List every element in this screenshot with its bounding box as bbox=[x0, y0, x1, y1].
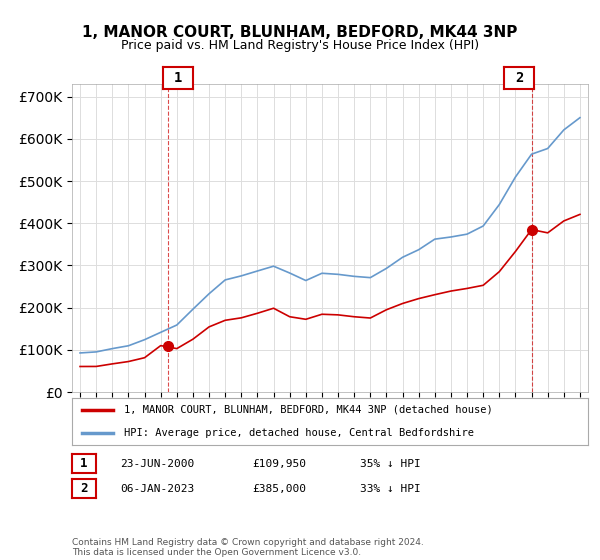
Text: 23-JUN-2000: 23-JUN-2000 bbox=[120, 459, 194, 469]
Text: Contains HM Land Registry data © Crown copyright and database right 2024.
This d: Contains HM Land Registry data © Crown c… bbox=[72, 538, 424, 557]
Text: 33% ↓ HPI: 33% ↓ HPI bbox=[360, 484, 421, 494]
Text: 1: 1 bbox=[80, 457, 88, 470]
Text: 1, MANOR COURT, BLUNHAM, BEDFORD, MK44 3NP: 1, MANOR COURT, BLUNHAM, BEDFORD, MK44 3… bbox=[82, 25, 518, 40]
Text: 2: 2 bbox=[80, 482, 88, 495]
Text: Price paid vs. HM Land Registry's House Price Index (HPI): Price paid vs. HM Land Registry's House … bbox=[121, 39, 479, 52]
Text: £385,000: £385,000 bbox=[252, 484, 306, 494]
Text: 1: 1 bbox=[174, 71, 182, 85]
Text: 1, MANOR COURT, BLUNHAM, BEDFORD, MK44 3NP (detached house): 1, MANOR COURT, BLUNHAM, BEDFORD, MK44 3… bbox=[124, 404, 493, 414]
Text: HPI: Average price, detached house, Central Bedfordshire: HPI: Average price, detached house, Cent… bbox=[124, 428, 473, 438]
Text: £109,950: £109,950 bbox=[252, 459, 306, 469]
Text: 06-JAN-2023: 06-JAN-2023 bbox=[120, 484, 194, 494]
Text: 35% ↓ HPI: 35% ↓ HPI bbox=[360, 459, 421, 469]
Text: 2: 2 bbox=[515, 71, 523, 85]
